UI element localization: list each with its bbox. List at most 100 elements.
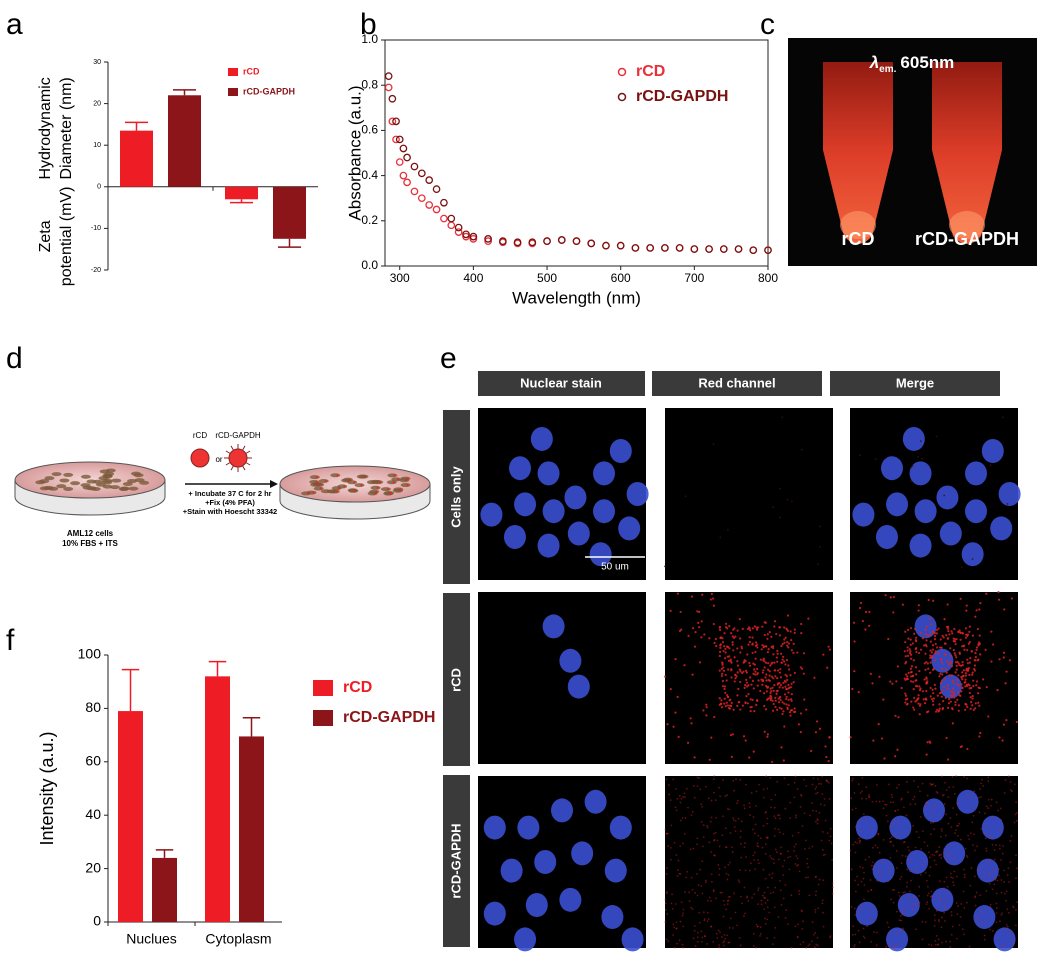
red-signal xyxy=(959,638,962,641)
red-signal xyxy=(694,892,697,894)
red-signal xyxy=(671,893,673,896)
red-signal xyxy=(926,894,929,897)
red-signal xyxy=(947,706,950,710)
red-signal xyxy=(788,668,791,671)
red-signal xyxy=(912,688,915,691)
red-signal xyxy=(749,698,752,701)
red-signal xyxy=(772,891,775,894)
red-signal xyxy=(895,944,898,946)
red-signal xyxy=(961,678,964,681)
red-signal xyxy=(764,922,767,925)
legend-marker xyxy=(617,67,627,77)
cell xyxy=(139,480,150,485)
particle xyxy=(375,490,378,493)
red-signal xyxy=(702,824,705,827)
red-signal xyxy=(725,679,728,682)
red-signal xyxy=(960,683,963,686)
red-signal xyxy=(790,946,793,949)
red-signal xyxy=(1003,880,1006,883)
red-signal xyxy=(914,679,917,682)
red-signal xyxy=(722,779,724,781)
red-signal xyxy=(966,649,969,652)
red-signal xyxy=(940,857,943,859)
red-signal xyxy=(789,674,792,677)
red-signal xyxy=(975,609,978,612)
red-signal xyxy=(822,854,825,857)
red-signal xyxy=(728,896,731,898)
nucleus xyxy=(551,798,573,823)
red-signal xyxy=(670,846,672,849)
red-signal xyxy=(732,819,735,822)
point xyxy=(432,205,441,214)
red-signal xyxy=(895,910,898,913)
cell xyxy=(330,473,341,478)
red-signal xyxy=(744,842,746,844)
red-signal xyxy=(880,873,882,876)
point xyxy=(384,72,393,81)
red-signal xyxy=(665,832,668,835)
red-signal xyxy=(889,825,891,828)
red-signal xyxy=(820,783,823,785)
red-signal xyxy=(739,651,742,654)
red-signal xyxy=(901,913,904,916)
red-signal xyxy=(894,714,897,717)
red-signal xyxy=(884,594,887,597)
red-signal xyxy=(956,698,959,701)
red-signal xyxy=(720,706,724,709)
red-signal xyxy=(969,657,972,660)
red-signal xyxy=(909,643,912,646)
red-signal xyxy=(754,650,757,654)
red-signal xyxy=(911,908,914,911)
red-signal xyxy=(995,844,997,846)
red-signal xyxy=(955,637,958,641)
red-signal xyxy=(887,880,890,883)
red-signal xyxy=(696,940,699,943)
red-signal xyxy=(966,777,968,780)
point xyxy=(447,214,456,223)
red-signal xyxy=(946,861,949,863)
cell xyxy=(48,486,59,491)
red-signal xyxy=(946,603,949,606)
red-signal xyxy=(889,680,892,683)
red-signal xyxy=(752,945,755,947)
red-signal xyxy=(736,799,739,802)
red-signal xyxy=(908,849,911,852)
red-signal xyxy=(793,845,796,848)
point xyxy=(631,244,640,252)
red-signal xyxy=(706,899,709,902)
red-signal xyxy=(784,663,787,666)
red-signal xyxy=(772,677,775,680)
red-signal xyxy=(925,903,928,906)
red-signal xyxy=(777,858,780,861)
point xyxy=(388,94,397,103)
red-signal xyxy=(959,694,962,697)
red-signal xyxy=(705,714,708,717)
red-signal xyxy=(863,936,866,939)
red-signal xyxy=(939,638,942,641)
red-signal xyxy=(936,708,939,711)
red-signal xyxy=(930,656,933,659)
red-signal xyxy=(988,874,990,876)
point xyxy=(764,246,772,255)
red-signal xyxy=(925,801,928,804)
red-signal xyxy=(954,793,956,795)
red-signal xyxy=(795,816,797,819)
red-signal xyxy=(747,900,750,902)
red-signal xyxy=(764,852,767,855)
red-signal xyxy=(966,705,969,709)
red-signal xyxy=(1002,651,1006,654)
red-signal xyxy=(940,661,944,664)
red-signal xyxy=(952,682,955,685)
cell xyxy=(387,473,398,478)
red-signal xyxy=(925,625,928,628)
red-signal xyxy=(920,848,923,850)
red-signal xyxy=(931,853,934,856)
red-signal xyxy=(778,814,781,817)
red-signal xyxy=(995,902,998,905)
red-signal xyxy=(911,674,915,677)
red-signal xyxy=(904,698,908,701)
red-signal xyxy=(931,688,934,691)
red-signal xyxy=(807,876,809,879)
red-signal xyxy=(950,630,953,633)
red-signal xyxy=(1000,914,1003,916)
